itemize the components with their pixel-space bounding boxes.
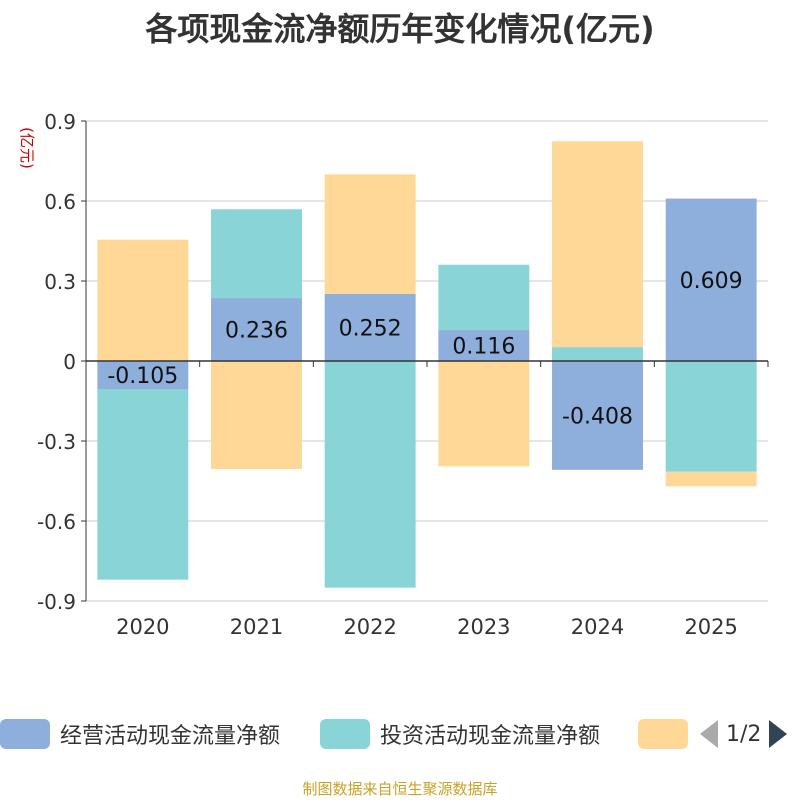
data-label: 0.116 [452,335,515,360]
y-tick-label: 0 [63,350,76,374]
axes: -0.9 -0.6 -0.3 0 0.3 0.6 0.9 (亿元) 2020 2021 2022 20… [18,110,769,639]
bar-operating-2025 [665,198,757,361]
legend: 经营活动现金流量净额 投资活动现金流量净额 1/2 [0,712,800,756]
pager-next-icon[interactable] [769,720,788,748]
pager-prev-icon[interactable] [700,720,718,748]
y-tick-label: 0.6 [44,190,76,214]
legend-item-operating[interactable]: 经营活动现金流量净额 [0,712,280,756]
x-tick-label: 2025 [684,615,737,639]
bar-investing-2023 [438,264,530,331]
data-label: 0.609 [680,269,743,294]
legend-swatch-financing [638,719,688,749]
source-note: 制图数据来自恒生聚源数据库 [302,780,498,798]
legend-pager: 1/2 [700,712,788,756]
bar-investing-2020 [97,389,189,580]
bar-financing-2021 [211,361,302,469]
x-tick-label: 2021 [230,615,283,639]
bars [97,141,757,588]
bar-financing-2020 [97,239,189,361]
x-tick-label: 2023 [457,615,510,639]
x-tick-label: 2022 [343,615,396,639]
bar-financing-2022 [324,174,416,294]
legend-label-operating: 经营活动现金流量净额 [60,724,281,749]
data-label: 0.252 [339,316,402,341]
bar-investing-2025 [665,361,757,472]
bar-financing-2023 [438,361,530,467]
legend-swatch-investing [320,719,370,749]
data-label: 0.236 [225,319,288,344]
bar-financing-2025 [665,471,757,487]
bar-operating-2023 [438,330,530,361]
bar-financing-2024 [552,141,643,348]
legend-item-financing[interactable] [638,712,688,756]
bar-operating-2020 [97,361,189,389]
x-tick-label: 2024 [571,615,624,639]
y-tick-label: 0.3 [44,270,76,294]
chart-title: 各项现金流净额历年变化情况(亿元) [145,10,655,48]
bar-operating-2021 [211,298,302,361]
bar-operating-2024 [552,361,643,470]
data-label: -0.408 [562,404,633,429]
data-label: -0.105 [107,364,178,389]
legend-label-investing: 投资活动现金流量净额 [380,724,601,749]
pager-text: 1/2 [726,721,762,747]
grid-lines [86,120,768,602]
bar-investing-2024 [552,347,643,361]
y-tick-label: 0.9 [44,110,76,134]
y-tick-label: -0.3 [37,430,76,454]
bar-operating-2022 [324,293,416,361]
bar-investing-2021 [211,209,302,299]
bar-chart: -0.9 -0.6 -0.3 0 0.3 0.6 0.9 (亿元) 2020 2021 2022 20… [18,110,769,639]
data-labels: -0.105 0.236 0.252 0.116 -0.408 0.609 [107,269,742,430]
y-tick-label: -0.6 [37,510,76,534]
y-tick-label: -0.9 [37,590,76,614]
x-tick-label: 2020 [116,615,169,639]
legend-item-investing[interactable]: 投资活动现金流量净额 [320,712,600,756]
y-axis-label: (亿元) [18,127,36,169]
bar-investing-2022 [324,361,416,588]
legend-swatch-operating [0,719,50,749]
